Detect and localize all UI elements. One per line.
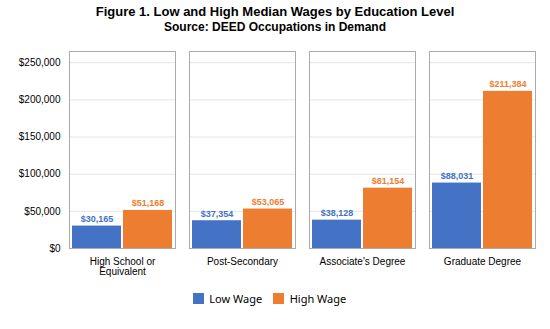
svg-text:Associate's Degree: Associate's Degree [320,256,406,267]
html-text:High Wage: High Wage [289,291,347,306]
svg-text:$0: $0 [49,243,61,254]
svg-text:$50,000: $50,000 [24,206,61,217]
svg-text:$88,031: $88,031 [441,171,474,181]
html-text:Figure 1. Low and High Median: Figure 1. Low and High Median Wages by E… [95,4,455,19]
svg-text:$30,165: $30,165 [81,214,114,224]
svg-text:$200,000: $200,000 [19,94,61,105]
svg-text:$250,000: $250,000 [19,57,61,68]
svg-text:$150,000: $150,000 [19,131,61,142]
svg-text:Post-Secondary: Post-Secondary [207,256,278,267]
svg-text:$81,154: $81,154 [372,176,405,186]
svg-text:$211,384: $211,384 [489,79,526,89]
svg-text:$100,000: $100,000 [19,168,61,179]
svg-text:$53,065: $53,065 [252,197,285,207]
svg-text:$38,128: $38,128 [321,208,354,218]
html-text:Low Wage: Low Wage [209,291,263,306]
svg-text:Graduate Degree: Graduate Degree [444,256,522,267]
svg-text:High School orEquivalent: High School orEquivalent [90,256,156,277]
svg-text:$51,168: $51,168 [132,198,165,208]
svg-text:$37,354: $37,354 [201,209,234,219]
html-text:Source: DEED Occupations in De: Source: DEED Occupations in Demand [164,20,386,34]
